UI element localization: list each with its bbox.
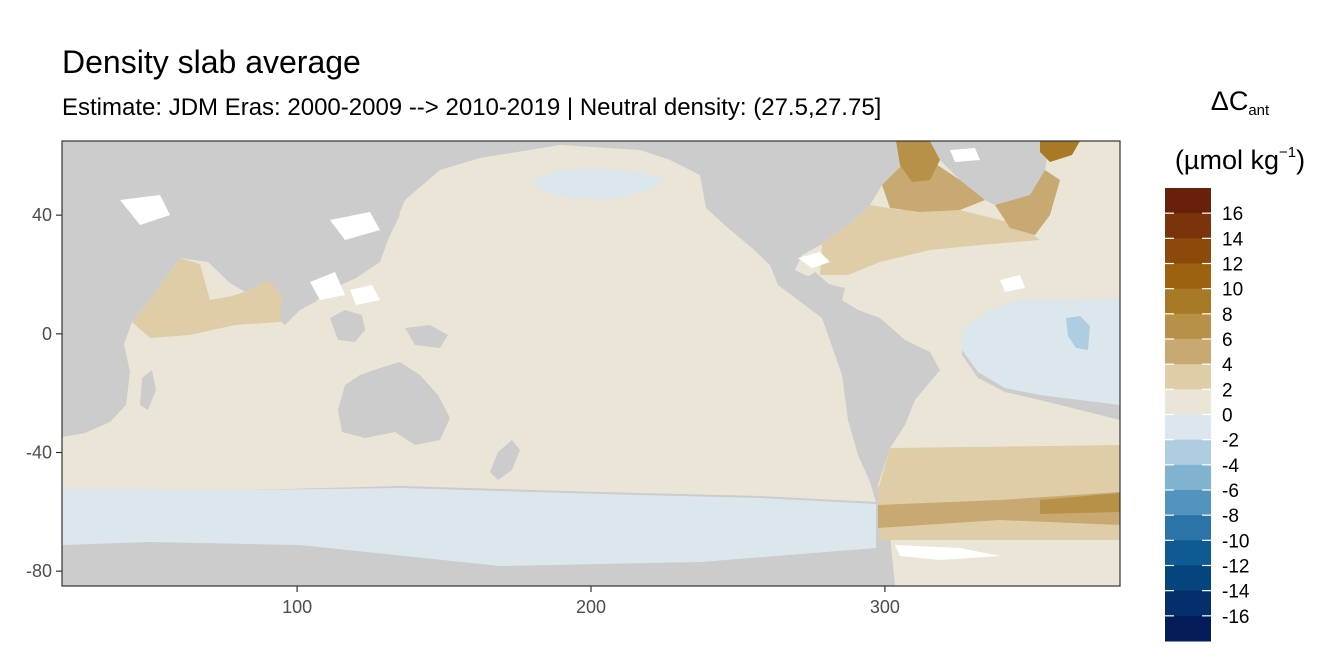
legend-unit-exponent: −1	[1278, 144, 1297, 161]
colorbar: 16 14 12 10 8 6 4 2 0 -2 -4 -6 -8 -10 -12 -14 -16	[1165, 188, 1250, 642]
ocean-indo-pacific	[62, 145, 876, 502]
land-japan	[380, 205, 400, 240]
region-east-north-atlantic	[995, 170, 1060, 235]
colorbar-swatch	[1165, 590, 1211, 617]
land-florida	[800, 272, 830, 292]
region-southern-ocean-band	[62, 488, 876, 566]
region-south-atlantic-core	[1040, 493, 1120, 514]
land-new-guinea	[405, 325, 448, 348]
colorbar-tick-label: 14	[1222, 229, 1244, 250]
colorbar-swatch	[1165, 439, 1211, 466]
missing-data-north-indian	[120, 195, 170, 225]
colorbar-swatch	[1165, 414, 1211, 441]
colorbar-tick-label: 12	[1222, 255, 1243, 276]
colorbar-swatch	[1165, 213, 1211, 239]
colorbar-swatch	[1165, 515, 1211, 541]
land-madagascar	[140, 370, 156, 410]
y-tick-label: 40	[32, 205, 52, 225]
legend-title: ΔCant	[1150, 84, 1330, 128]
colorbar-tick-label: 8	[1222, 305, 1233, 326]
colorbar-swatch	[1165, 565, 1211, 592]
colorbar-tick-label: -4	[1222, 456, 1239, 477]
colorbar-swatch	[1165, 263, 1211, 290]
colorbar-tick-label: 4	[1222, 355, 1233, 376]
colorbar-swatch	[1165, 389, 1211, 415]
missing-data-caribbean	[798, 252, 830, 268]
y-tick-label: -80	[26, 561, 52, 581]
y-tick-label: -40	[26, 443, 52, 463]
legend-unit-text: (µmol kg	[1174, 145, 1279, 175]
y-tick-label: 0	[42, 324, 52, 344]
colorbar-tick-label: 6	[1222, 330, 1233, 351]
colorbar-tick-label: -6	[1222, 481, 1239, 502]
colorbar-tick-label: 0	[1222, 406, 1233, 427]
x-tick-label: 300	[870, 597, 900, 617]
colorbar-swatch	[1165, 540, 1211, 566]
missing-data-east-asian-seas	[330, 212, 380, 240]
region-north-pacific-patch	[530, 168, 665, 200]
region-west-north-atlantic	[820, 205, 1040, 275]
chart-title: Density slab average	[62, 44, 361, 80]
colorbar-swatch	[1165, 288, 1211, 315]
legend-title-subscript: ant	[1248, 102, 1270, 119]
missing-data	[120, 148, 1025, 560]
chart-subtitle: Estimate: JDM Eras: 2000-2009 --> 2010-2…	[62, 94, 882, 121]
colorbar-swatch	[1165, 464, 1211, 491]
colorbar-tick-label: -10	[1222, 531, 1249, 552]
x-tick-label: 100	[282, 597, 312, 617]
land-australia	[338, 362, 450, 445]
colorbar-tick-label: -12	[1222, 557, 1249, 578]
region-south-atlantic-40s	[878, 445, 1120, 540]
colorbar-tick-label: 2	[1222, 380, 1233, 401]
land-new-zealand	[490, 440, 520, 480]
colorbar-swatch	[1165, 339, 1211, 365]
colorbar-swatch	[1165, 364, 1211, 390]
colorbar-swatch	[1165, 490, 1211, 516]
land-indochina	[282, 240, 310, 305]
map-layer	[62, 141, 1120, 586]
x-tick-label: 200	[576, 597, 606, 617]
region-arabian-sea	[132, 258, 282, 338]
colorbar-swatch	[1165, 615, 1211, 642]
colorbar-tick-label: 16	[1222, 204, 1243, 225]
colorbar-swatch	[1165, 188, 1211, 214]
colorbar-tick-label: -2	[1222, 431, 1239, 452]
missing-data-malay-archipelago	[350, 285, 380, 305]
colorbar-swatch	[1165, 238, 1211, 264]
missing-data-south-china-sea	[310, 272, 345, 300]
colorbar-tick-label: -8	[1222, 506, 1239, 527]
legend-unit: (µmol kg−1)	[1150, 136, 1330, 177]
colorbar-tick-label: -16	[1222, 607, 1249, 628]
colorbar-swatch	[1165, 313, 1211, 340]
colorbar-tick-label: 10	[1222, 280, 1243, 301]
missing-data-mediterranean	[1000, 275, 1025, 292]
land-borneo	[330, 310, 365, 342]
region-gulf-of-guinea	[1066, 316, 1090, 350]
region-labrador-sea	[896, 141, 940, 182]
region-nordic-seas	[1040, 141, 1080, 162]
legend-unit-close: )	[1296, 145, 1306, 175]
legend-title-symbol: ΔC	[1210, 86, 1249, 116]
missing-data-antarctic-shelf	[895, 545, 1000, 560]
colorbar-tick-label: -14	[1222, 582, 1250, 603]
missing-data-davis-strait	[950, 148, 980, 162]
